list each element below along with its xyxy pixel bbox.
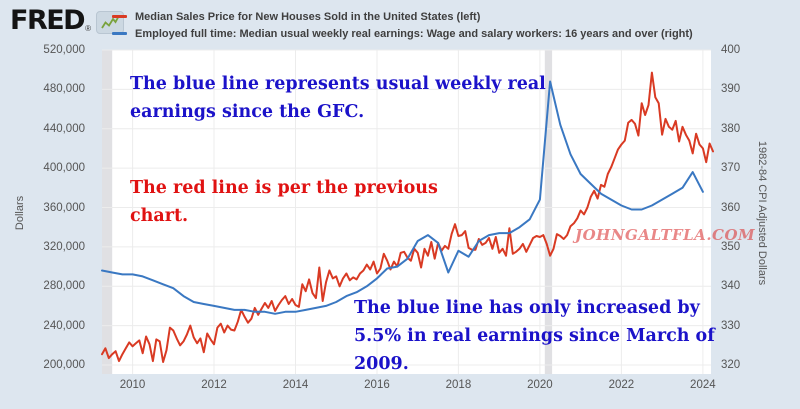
recession-band [544, 50, 553, 374]
series-line-right[interactable] [101, 80, 704, 315]
annotation-line: chart. [130, 206, 189, 226]
left-axis-tick: 280,000 [43, 280, 85, 293]
right-axis-tick: 320 [721, 359, 741, 371]
x-axis-tick: 2018 [445, 379, 472, 391]
recession-band [102, 50, 113, 374]
annotation-line: 2009. [354, 354, 409, 374]
x-axis-tick: 2012 [201, 379, 227, 391]
right-axis-tick: 380 [721, 122, 741, 135]
watermark-johngaltfla: JOHNGALTFLA.COM [575, 226, 756, 244]
fred-logo-text: FRED [10, 5, 86, 36]
right-axis-tick: 330 [721, 319, 741, 332]
legend-label-house-price: Median Sales Price for New Houses Sold i… [135, 10, 481, 23]
legend: Median Sales Price for New Houses Sold i… [112, 8, 693, 42]
left-axis-tick: 240,000 [43, 319, 85, 332]
annotation-blue-increase: The blue line has only increased by 5.5%… [354, 294, 715, 378]
annotation-line: The blue line has only increased by [354, 298, 700, 318]
x-axis-tick: 2016 [364, 379, 390, 391]
x-axis-tick: 2020 [527, 379, 553, 391]
x-axis-tick: 2010 [119, 379, 146, 391]
right-axis-tick: 350 [721, 240, 741, 253]
left-axis-tick: 200,000 [43, 359, 85, 371]
legend-red-dash-icon [112, 15, 127, 18]
fred-logo[interactable]: FRED ® [10, 7, 124, 35]
annotation-line: The red line is per the previous [130, 178, 438, 198]
x-axis-tick: 2014 [282, 379, 309, 391]
left-axis-tick: 480,000 [43, 83, 85, 96]
left-axis-tick: 440,000 [43, 122, 85, 135]
right-axis-tick: 370 [721, 162, 741, 175]
legend-item-real-earnings[interactable]: Employed full time: Median usual weekly … [112, 25, 693, 42]
annotation-line: The blue line represents usual weekly re… [130, 74, 546, 94]
right-axis-title: 1982-84 CPI Adjusted Dollars [756, 140, 768, 286]
legend-blue-dash-icon [112, 32, 127, 35]
left-axis-tick: 520,000 [43, 44, 85, 56]
right-axis-tick: 340 [721, 280, 741, 293]
right-axis-tick: 360 [721, 201, 741, 214]
annotation-line: 5.5% in real earnings since March of [354, 326, 715, 346]
annotation-blue-earnings: The blue line represents usual weekly re… [130, 70, 546, 126]
right-axis-tick: 400 [721, 44, 741, 56]
right-axis-tick: 390 [721, 83, 741, 96]
registered-trademark: ® [85, 24, 91, 33]
left-axis-tick: 400,000 [43, 162, 85, 175]
legend-label-real-earnings: Employed full time: Median usual weekly … [135, 27, 693, 40]
x-axis-tick: 2022 [608, 379, 635, 391]
x-axis-tick: 2024 [690, 379, 716, 391]
annotation-line: earnings since the GFC. [130, 102, 365, 122]
legend-item-house-price[interactable]: Median Sales Price for New Houses Sold i… [112, 8, 693, 25]
plot-background [102, 50, 711, 374]
left-axis-tick: 320,000 [43, 240, 85, 253]
left-axis-tick: 360,000 [43, 201, 85, 214]
annotation-red-line: The red line is per the previous chart. [130, 174, 438, 230]
